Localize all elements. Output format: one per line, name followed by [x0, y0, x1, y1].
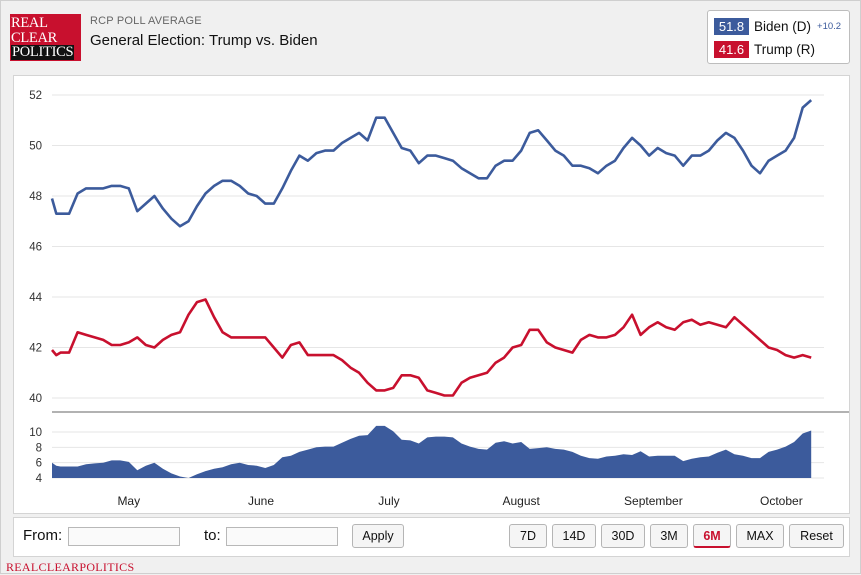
- legend: 51.8 Biden (D) +10.2 41.6 Trump (R): [707, 10, 850, 64]
- spread-y-tick-10: 10: [29, 427, 42, 439]
- chart-title: General Election: Trump vs. Biden: [90, 32, 318, 49]
- x-tick-june: June: [248, 494, 274, 508]
- y-tick-44: 44: [29, 292, 42, 304]
- biden-value-badge: 51.8: [714, 17, 749, 35]
- spread-y-tick-4: 4: [36, 473, 43, 485]
- y-tick-40: 40: [29, 393, 42, 405]
- y-tick-42: 42: [29, 343, 42, 355]
- y-tick-46: 46: [29, 242, 42, 254]
- controls-bar: From: to: Apply 7D 14D 30D 3M 6M MAX Res…: [13, 517, 850, 557]
- rcp-logo: REAL CLEAR POLITICS: [10, 14, 81, 61]
- spread-y-tick-8: 8: [36, 442, 42, 454]
- trump-value-badge: 41.6: [714, 40, 749, 58]
- y-tick-52: 52: [29, 90, 42, 102]
- from-date-input[interactable]: [68, 527, 180, 546]
- x-tick-august: August: [502, 494, 540, 508]
- logo-line-3: POLITICS: [11, 44, 75, 60]
- biden-line: [50, 99, 813, 228]
- x-tick-september: September: [624, 494, 683, 508]
- gridlines: [52, 94, 849, 479]
- to-date-input[interactable]: [226, 527, 338, 546]
- reset-button[interactable]: Reset: [789, 524, 844, 548]
- chart-kicker: RCP POLL AVERAGE: [90, 15, 202, 27]
- y-tick-50: 50: [29, 141, 42, 153]
- x-tick-october: October: [760, 494, 803, 508]
- range-3m-button[interactable]: 3M: [650, 524, 688, 548]
- apply-button[interactable]: Apply: [352, 524, 404, 548]
- trump-line: [51, 298, 812, 397]
- legend-entry-biden: 51.8 Biden (D) +10.2: [714, 16, 841, 36]
- range-7d-button[interactable]: 7D: [509, 524, 547, 548]
- logo-line-2: CLEAR: [11, 29, 58, 46]
- range-max-button[interactable]: MAX: [736, 524, 784, 548]
- from-label: From:: [23, 527, 63, 544]
- y-tick-48: 48: [29, 191, 42, 203]
- x-tick-labels: May June July August September October: [117, 494, 802, 508]
- series-layer: [50, 99, 813, 478]
- footer-brand: REALCLEARPOLITICS: [6, 560, 135, 574]
- range-14d-button[interactable]: 14D: [552, 524, 596, 548]
- spread-area: [52, 425, 812, 478]
- x-tick-may: May: [117, 494, 140, 508]
- plot-area: 40 42 44 46 48 50 52 4 6 8 10 May June July August Sep…: [13, 75, 850, 514]
- range-30d-button[interactable]: 30D: [601, 524, 645, 548]
- spread-y-tick-6: 6: [36, 458, 42, 470]
- x-tick-july: July: [378, 494, 399, 508]
- to-label: to:: [204, 527, 221, 544]
- legend-entry-trump: 41.6 Trump (R): [714, 39, 815, 59]
- biden-label: Biden (D): [754, 18, 812, 34]
- range-6m-button[interactable]: 6M: [693, 524, 731, 548]
- trump-label: Trump (R): [754, 41, 815, 57]
- logo-line-1: REAL: [11, 15, 48, 31]
- spread-value: +10.2: [817, 20, 842, 32]
